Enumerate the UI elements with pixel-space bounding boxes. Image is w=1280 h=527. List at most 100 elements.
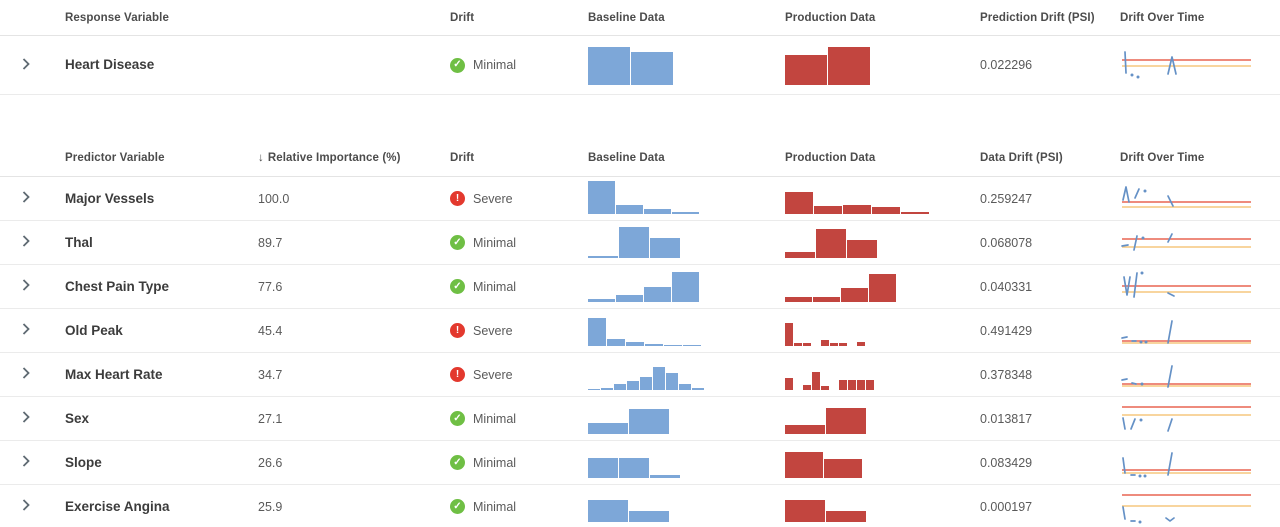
hist-bar <box>785 425 825 434</box>
hist-bar <box>785 192 813 214</box>
hist-bar <box>812 372 820 390</box>
spark-line-segment <box>1167 451 1173 476</box>
header-drift-over-time: Drift Over Time <box>1120 11 1205 24</box>
hist-bar <box>666 373 678 390</box>
hist-bar <box>607 339 625 346</box>
spark-line-segment <box>1167 56 1177 75</box>
hist-bar <box>672 212 699 214</box>
hist-bar <box>843 205 871 214</box>
table-row[interactable]: Max Heart Rate 34.7 ! Severe 0.378348 <box>0 353 1280 397</box>
drift-status: ✓ Minimal <box>450 279 588 294</box>
spark-line-segment <box>1165 516 1175 522</box>
spark-line-segment <box>1121 243 1129 247</box>
expand-cell <box>0 365 48 384</box>
spark-dot <box>1139 340 1143 343</box>
hist-bar <box>826 408 866 434</box>
table-row[interactable]: Exercise Angina 25.9 ✓ Minimal 0.000197 <box>0 485 1280 527</box>
predictor-table-header: Predictor Variable ↓ Relative Importance … <box>0 139 1280 177</box>
hist-bar <box>664 345 682 346</box>
hist-bar <box>588 256 618 258</box>
header-predictor-variable[interactable]: Predictor Variable <box>65 151 165 164</box>
expand-cell <box>0 497 48 516</box>
drift-over-time-sparkline <box>1122 51 1251 79</box>
drift-over-time-sparkline <box>1122 493 1251 523</box>
header-drift[interactable]: Drift <box>450 11 475 24</box>
hist-bar <box>588 318 606 346</box>
drift-over-time-sparkline <box>1121 364 1251 388</box>
hist-bar <box>631 52 673 85</box>
spark-dot <box>1141 236 1145 239</box>
drift-status: ✓ Minimal <box>450 499 588 514</box>
hist-bar <box>821 340 829 346</box>
spark-dot <box>1143 189 1147 192</box>
expand-chevron-icon[interactable] <box>20 409 32 425</box>
production-histogram <box>785 45 870 85</box>
table-row[interactable]: Slope 26.6 ✓ Minimal 0.083429 <box>0 441 1280 485</box>
expand-chevron-icon[interactable] <box>20 497 32 513</box>
drift-label: Minimal <box>473 279 517 294</box>
drift-over-time-sparkline <box>1122 451 1251 477</box>
response-variable-table: Response Variable Drift Baseline Data Pr… <box>0 0 1280 95</box>
importance-value: 27.1 <box>258 411 283 426</box>
variable-name: Heart Disease <box>65 57 155 72</box>
hist-bar <box>588 423 628 434</box>
expand-chevron-icon[interactable] <box>20 189 32 205</box>
spark-line-segment <box>1167 364 1173 388</box>
hist-bar <box>857 342 865 346</box>
table-row[interactable]: Chest Pain Type 77.6 ✓ Minimal 0.040331 <box>0 265 1280 309</box>
hist-bar <box>869 274 896 302</box>
expand-chevron-icon[interactable] <box>20 277 32 293</box>
expand-cell <box>0 321 48 340</box>
baseline-histogram <box>588 45 673 85</box>
header-data-drift-psi[interactable]: Data Drift (PSI) <box>980 151 1063 164</box>
hist-bar <box>821 386 829 390</box>
spark-dot <box>1144 340 1148 343</box>
expand-chevron-icon[interactable] <box>20 453 32 469</box>
spark-line-segment <box>1121 377 1128 381</box>
header-baseline-data: Baseline Data <box>588 11 665 24</box>
baseline-histogram <box>588 225 680 258</box>
baseline-histogram <box>588 313 701 346</box>
hist-bar <box>650 475 680 478</box>
expand-chevron-icon[interactable] <box>20 233 32 249</box>
table-row[interactable]: Major Vessels 100.0 ! Severe 0.259247 <box>0 177 1280 221</box>
spark-dot <box>1143 474 1147 477</box>
drift-over-time-sparkline <box>1122 271 1251 298</box>
header-relative-importance[interactable]: ↓ Relative Importance (%) <box>258 151 401 164</box>
header-response-variable[interactable]: Response Variable <box>65 11 169 24</box>
hist-bar <box>645 344 663 346</box>
drift-label: Severe <box>473 367 513 382</box>
drift-status: ✓ Minimal <box>450 57 588 73</box>
spark-line-segment <box>1122 456 1126 474</box>
expand-cell <box>0 409 48 428</box>
importance-value: 25.9 <box>258 499 283 514</box>
table-row[interactable]: Thal 89.7 ✓ Minimal 0.068078 <box>0 221 1280 265</box>
hist-bar <box>627 381 639 390</box>
table-row[interactable]: Sex 27.1 ✓ Minimal 0.013817 <box>0 397 1280 441</box>
hist-bar <box>640 377 652 390</box>
spark-line-segment <box>1167 194 1174 207</box>
table-row[interactable]: Heart Disease ✓ Minimal 0.022296 <box>0 36 1280 95</box>
spark-dot <box>1138 520 1142 523</box>
expand-chevron-icon[interactable] <box>20 365 32 381</box>
minimal-check-icon: ✓ <box>450 235 465 250</box>
expand-chevron-icon[interactable] <box>20 56 32 72</box>
minimal-check-icon: ✓ <box>450 499 465 514</box>
drift-over-time-sparkline <box>1122 185 1251 208</box>
hist-bar <box>785 297 812 302</box>
expand-chevron-icon[interactable] <box>20 321 32 337</box>
baseline-histogram <box>588 489 669 522</box>
importance-value: 77.6 <box>258 279 283 294</box>
variable-name: Thal <box>65 234 93 250</box>
header-prediction-drift-psi[interactable]: Prediction Drift (PSI) <box>980 11 1095 24</box>
hist-bar <box>672 272 699 302</box>
importance-value: 100.0 <box>258 191 290 206</box>
header-drift[interactable]: Drift <box>450 151 475 164</box>
hist-bar <box>616 205 643 214</box>
hist-bar <box>785 378 793 390</box>
spark-dot <box>1139 418 1143 421</box>
table-row[interactable]: Old Peak 45.4 ! Severe 0.491429 <box>0 309 1280 353</box>
hist-bar <box>816 229 846 258</box>
drift-status: ✓ Minimal <box>450 235 588 250</box>
header-drift-over-time: Drift Over Time <box>1120 151 1205 164</box>
